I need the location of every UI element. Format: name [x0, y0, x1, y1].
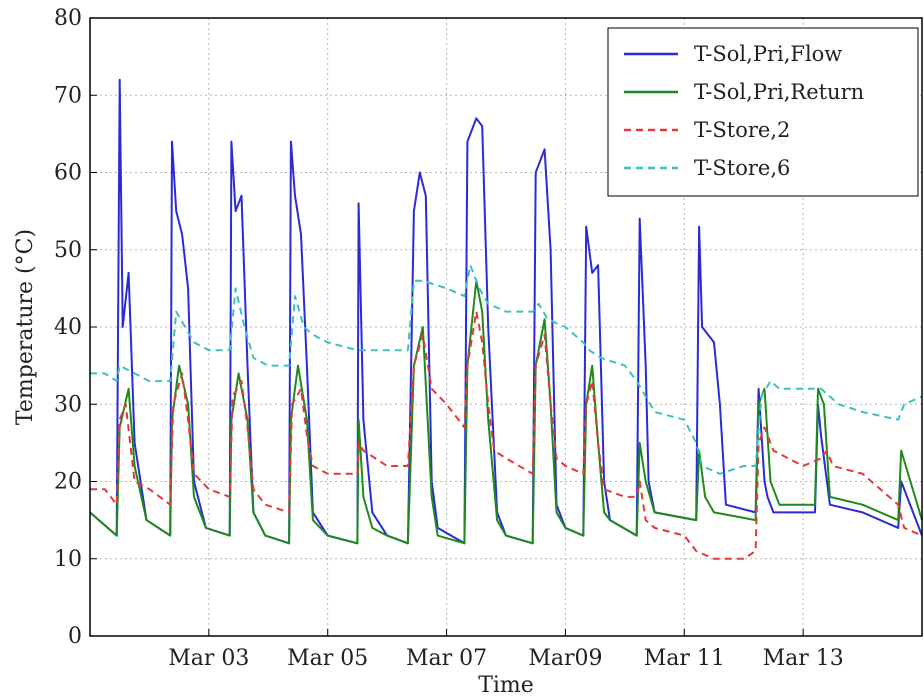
y-tick-label: 40 — [54, 315, 82, 340]
y-tick-label: 0 — [68, 624, 82, 649]
legend: T-Sol,Pri,Flow T-Sol,Pri,Return T-Store,2 T… — [607, 27, 919, 197]
x-tick-label: Mar 03 — [168, 646, 249, 671]
y-tick-label: 30 — [54, 392, 82, 417]
legend-box — [607, 27, 919, 197]
legend-label: T-Store,2 — [694, 118, 790, 142]
x-tick-label: Mar 05 — [287, 646, 368, 671]
x-tick-label: Mar 13 — [763, 646, 844, 671]
y-tick-label: 50 — [54, 238, 82, 263]
legend-label: T-Store,6 — [694, 156, 790, 180]
y-tick-label: 80 — [54, 6, 82, 31]
series-line-4 — [90, 264, 923, 475]
x-axis-ticks: Mar 03 Mar 05 Mar 07 Mar09 Mar 11 Mar 13 — [168, 629, 844, 671]
y-tick-label: 20 — [54, 470, 82, 495]
y-axis-title: Temperature (°C) — [13, 229, 38, 425]
series-line-2 — [89, 279, 923, 545]
y-tick-label: 60 — [54, 161, 82, 186]
legend-label: T-Sol,Pri,Return — [694, 80, 864, 104]
x-tick-label: Mar09 — [528, 646, 602, 671]
series-lines — [89, 78, 923, 560]
x-tick-label: Mar 11 — [644, 646, 725, 671]
x-axis-title: Time — [478, 673, 534, 697]
x-tick-label: Mar 07 — [406, 646, 487, 671]
legend-label: T-Sol,Pri,Flow — [694, 42, 842, 66]
y-tick-label: 70 — [54, 83, 82, 108]
series-line-3 — [90, 310, 923, 560]
y-axis-ticks: 0 10 20 30 40 50 60 70 80 — [54, 6, 97, 649]
y-tick-label: 10 — [54, 547, 82, 572]
